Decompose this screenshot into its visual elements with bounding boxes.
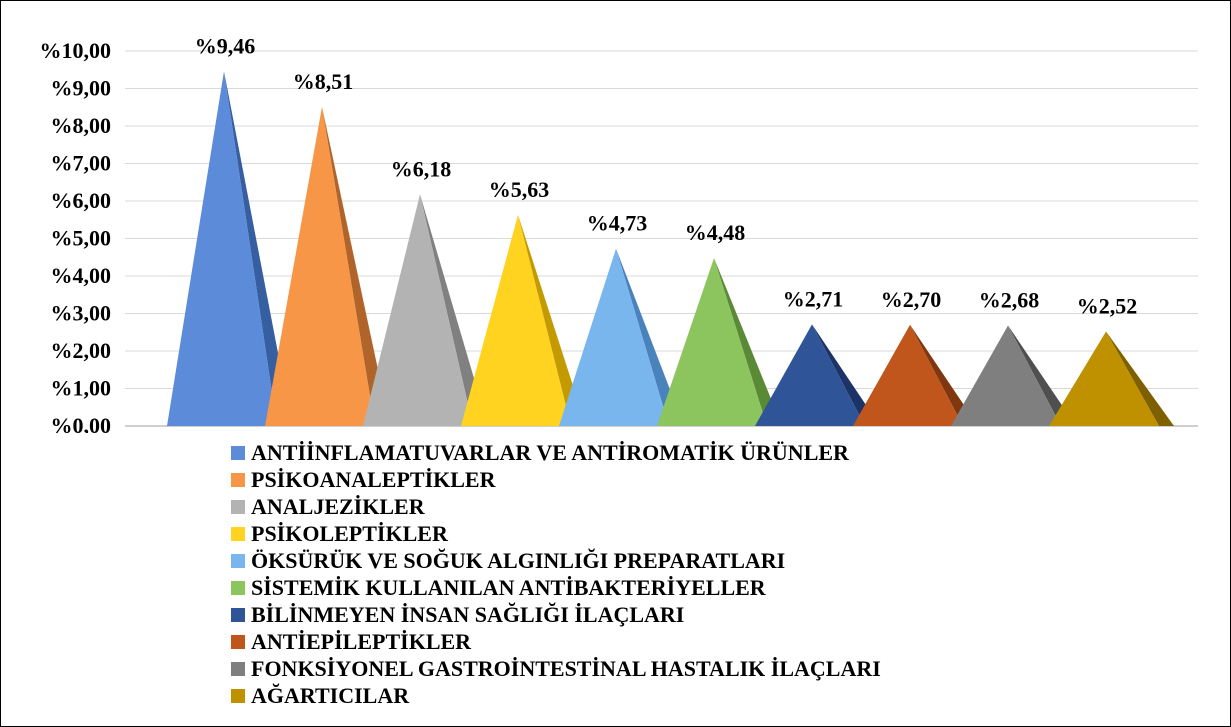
data-label: %2,70 [881,287,942,312]
pyramid-side-face [518,214,586,426]
legend-label: SİSTEMİK KULLANILAN ANTİBAKTERİYELLER [251,575,766,600]
legend-label: AĞARTICILAR [251,683,410,708]
legend-item: PSİKOLEPTİKLER [231,520,881,547]
pyramid-front-face [265,106,375,426]
legend-item: BİLİNMEYEN İNSAN SAĞLIĞI İLAÇLARI [231,601,881,628]
pyramid-bar [265,106,390,426]
data-label: %6,18 [391,156,452,181]
pyramid-side-face [910,324,978,426]
legend-swatch [231,554,245,568]
legend-label: FONKSİYONEL GASTROİNTESTİNAL HASTALIK İL… [251,656,881,681]
pyramid-bar [363,194,488,426]
pyramid-front-face [657,258,767,426]
pyramid-front-face [755,324,865,426]
pyramid-front-face [951,325,1061,426]
legend-swatch [231,527,245,541]
legend-item: ANTİİNFLAMATUVARLAR VE ANTİROMATİK ÜRÜNL… [231,439,881,466]
data-label: %2,68 [979,288,1040,313]
y-tick-label: %4,00 [51,263,112,288]
y-tick-label: %10,00 [40,38,112,63]
y-tick-label: %2,00 [51,338,112,363]
data-label: %4,73 [587,211,648,236]
legend-item: ANALJEZİKLER [231,493,881,520]
legend-swatch [231,446,245,460]
data-label: %9,46 [195,33,256,58]
pyramid-bar [167,71,292,426]
pyramid-side-face [420,194,488,426]
pyramid-side-face [224,71,292,426]
legend-label: PSİKOLEPTİKLER [251,521,448,546]
legend-label: PSİKOANALEPTİKLER [251,467,496,492]
pyramid-front-face [363,194,473,426]
legend-label: ANTİEPİLEPTİKLER [251,629,472,654]
data-label: %8,51 [293,69,354,94]
y-tick-label: %3,00 [51,301,112,326]
pyramid-bar [657,258,782,426]
pyramid-side-face [616,248,684,426]
y-tick-label: %7,00 [51,151,112,176]
legend-swatch [231,635,245,649]
pyramid-bar [559,248,684,426]
legend-label: ÖKSÜRÜK VE SOĞUK ALGINLIĞI PREPARATLARI [251,548,786,573]
pyramid-side-face [322,106,390,426]
pyramid-side-face [714,258,782,426]
legend-swatch [231,473,245,487]
legend-swatch [231,608,245,622]
data-labels: %9,46 %8,51 %6,18 %5,63 %4,73 %4,48 %2,71 %2,70… [195,33,1138,318]
y-tick-label: %6,00 [51,188,112,213]
legend-label: ANTİİNFLAMATUVARLAR VE ANTİROMATİK ÜRÜNL… [251,440,849,465]
legend-swatch [231,689,245,703]
legend-item: ANTİEPİLEPTİKLER [231,628,881,655]
legend-swatch [231,581,245,595]
pyramid-bar [853,324,978,426]
legend: ANTİİNFLAMATUVARLAR VE ANTİROMATİK ÜRÜNL… [231,439,881,709]
legend-swatch [231,500,245,514]
legend-item: AĞARTICILAR [231,682,881,709]
bars [167,71,1174,426]
data-label: %4,48 [685,220,746,245]
legend-label: ANALJEZİKLER [251,494,425,519]
data-label: %2,52 [1077,294,1138,319]
pyramid-side-face [1106,331,1174,426]
legend-item: SİSTEMİK KULLANILAN ANTİBAKTERİYELLER [231,574,881,601]
legend-swatch [231,662,245,676]
pyramid-front-face [559,248,669,426]
y-tick-label: %9,00 [51,76,112,101]
pyramid-bar [755,324,880,426]
pyramid-bar [951,325,1076,426]
data-label: %5,63 [489,177,550,202]
pyramid-front-face [167,71,277,426]
y-tick-label: %5,00 [51,226,112,251]
pyramid-front-face [853,324,963,426]
legend-item: ÖKSÜRÜK VE SOĞUK ALGINLIĞI PREPARATLARI [231,547,881,574]
pyramid-side-face [1008,325,1076,426]
pyramid-bar [1049,331,1174,426]
legend-label: BİLİNMEYEN İNSAN SAĞLIĞI İLAÇLARI [251,602,685,627]
pyramid-bar-chart: %0,00 %1,00 %2,00 %3,00 %4,00 %5,00 %6,00 %7,00… [40,33,1198,433]
pyramid-side-face [812,324,880,426]
pyramid-bar [461,214,586,426]
y-tick-label: %8,00 [51,113,112,138]
data-label: %2,71 [783,286,844,311]
y-tick-label: %0,00 [51,413,112,433]
y-axis-tick-labels: %0,00 %1,00 %2,00 %3,00 %4,00 %5,00 %6,00 %7,00… [40,38,112,433]
legend-item: FONKSİYONEL GASTROİNTESTİNAL HASTALIK İL… [231,655,881,682]
pyramid-front-face [1049,331,1159,426]
pyramid-front-face [461,214,571,426]
legend-item: PSİKOANALEPTİKLER [231,466,881,493]
y-tick-label: %1,00 [51,376,112,401]
